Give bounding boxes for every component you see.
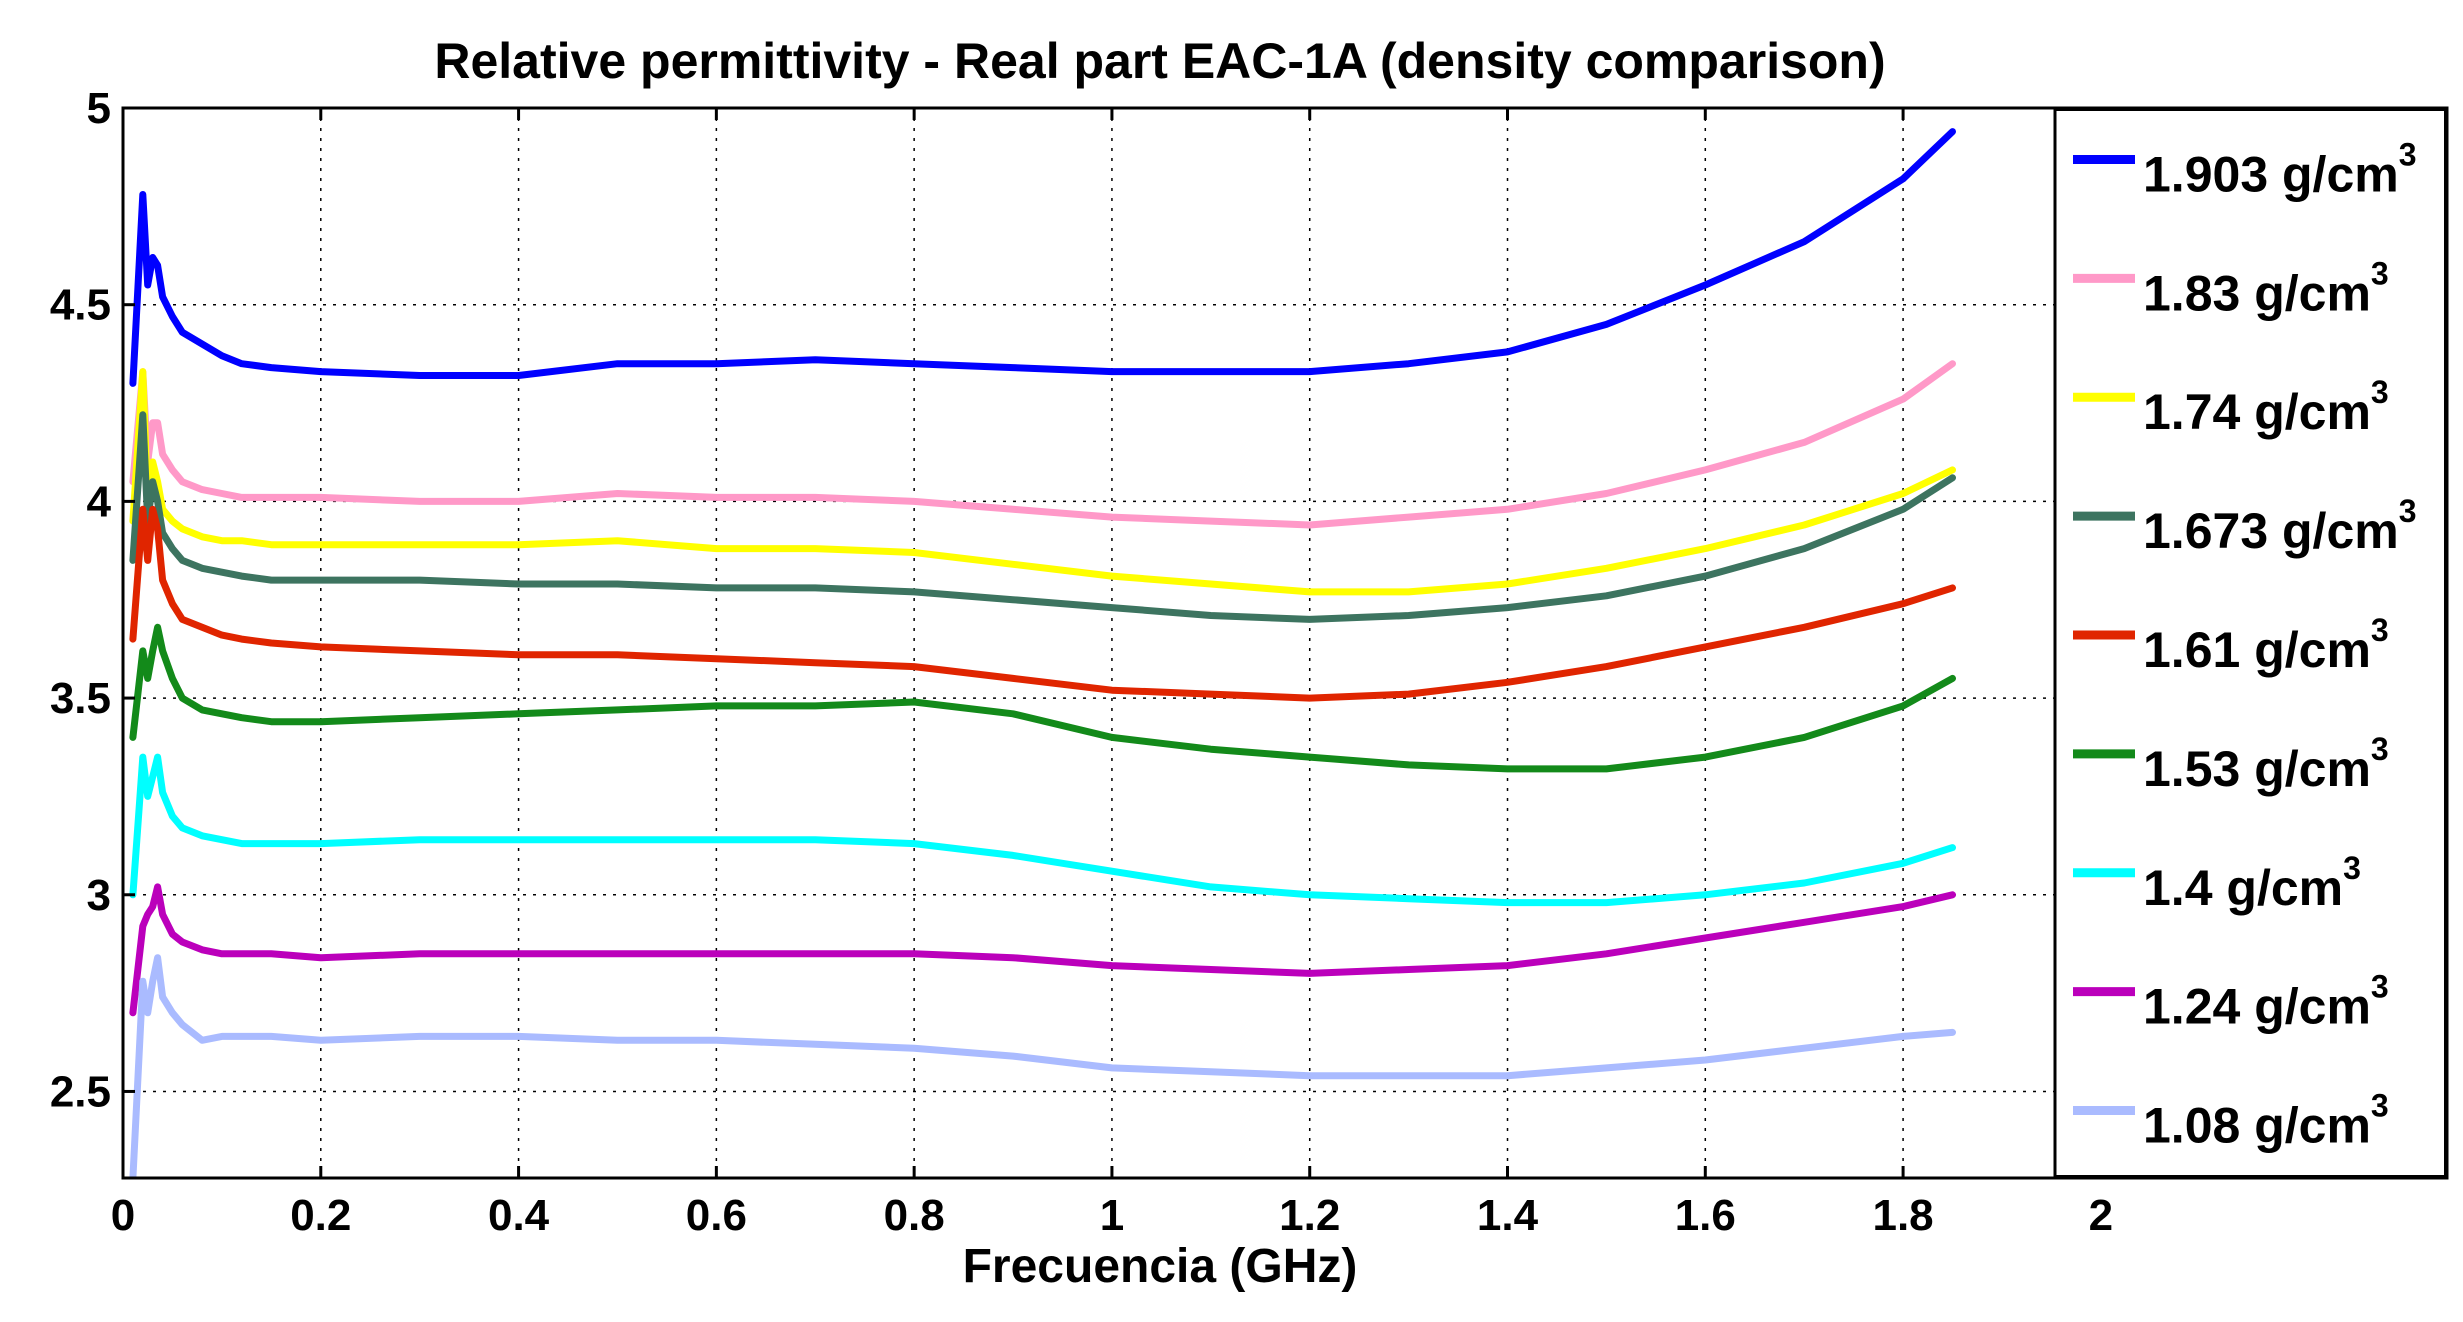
legend-box — [2053, 108, 2447, 1178]
series-line-1.83 — [129, 360, 1956, 529]
legend-label: 1.4 g/cm3 — [2143, 850, 2361, 916]
x-tick-label: 1.8 — [1872, 1191, 1933, 1240]
y-tick-label: 5 — [87, 84, 111, 133]
x-tick-label: 0.8 — [884, 1191, 945, 1240]
legend-label: 1.53 g/cm3 — [2143, 731, 2389, 797]
series-line-1.61 — [129, 505, 1956, 702]
x-tick-label: 0.2 — [290, 1191, 351, 1240]
series-line-1.08 — [129, 954, 1956, 1178]
y-tick-label: 3 — [87, 871, 111, 920]
series-line-1.74 — [129, 368, 1956, 596]
x-axis-label: Frecuencia (GHz) — [963, 1240, 1358, 1293]
legend-label: 1.673 g/cm3 — [2143, 493, 2417, 559]
series-line-1.53 — [129, 623, 1956, 773]
legend-label: 1.61 g/cm3 — [2143, 612, 2389, 678]
legend-label: 1.08 g/cm3 — [2143, 1088, 2389, 1154]
x-tick-label: 2 — [2089, 1191, 2113, 1240]
series-line-1.673 — [129, 411, 1956, 623]
y-tick-label: 4 — [87, 477, 112, 526]
legend-label: 1.24 g/cm3 — [2143, 969, 2389, 1035]
y-tick-label: 2.5 — [50, 1067, 111, 1116]
axis-ticks: 0 0.2 0.4 0.6 0.8 1 1.2 1.4 1.6 1.8 2 2.5 3 3.5 4 4.5 5 — [50, 84, 2113, 1240]
x-tick-label: 0.6 — [686, 1191, 747, 1240]
series-line-1.4 — [129, 753, 1956, 907]
legend: 1.903 g/cm3 1.83 g/cm3 1.74 g/cm3 1.673 g/c… — [2053, 108, 2447, 1178]
x-tick-label: 1 — [1100, 1191, 1124, 1240]
x-tick-label: 1.2 — [1279, 1191, 1340, 1240]
legend-label: 1.83 g/cm3 — [2143, 255, 2389, 321]
x-tick-label: 1.4 — [1477, 1191, 1539, 1240]
legend-label: 1.74 g/cm3 — [2143, 374, 2389, 440]
x-tick-label: 0 — [111, 1191, 135, 1240]
x-tick-label: 1.6 — [1675, 1191, 1736, 1240]
y-tick-label: 4.5 — [50, 281, 111, 330]
chart-title: Relative permittivity - Real part EAC-1A… — [434, 33, 1885, 89]
grid-lines — [123, 108, 2102, 1178]
series-line-1.24 — [129, 883, 1956, 1017]
legend-label: 1.903 g/cm3 — [2143, 136, 2417, 202]
x-tick-label: 0.4 — [488, 1191, 550, 1240]
y-tick-label: 3.5 — [50, 674, 111, 723]
series-lines — [129, 128, 1956, 1178]
series-line-1.903 — [129, 128, 1956, 387]
